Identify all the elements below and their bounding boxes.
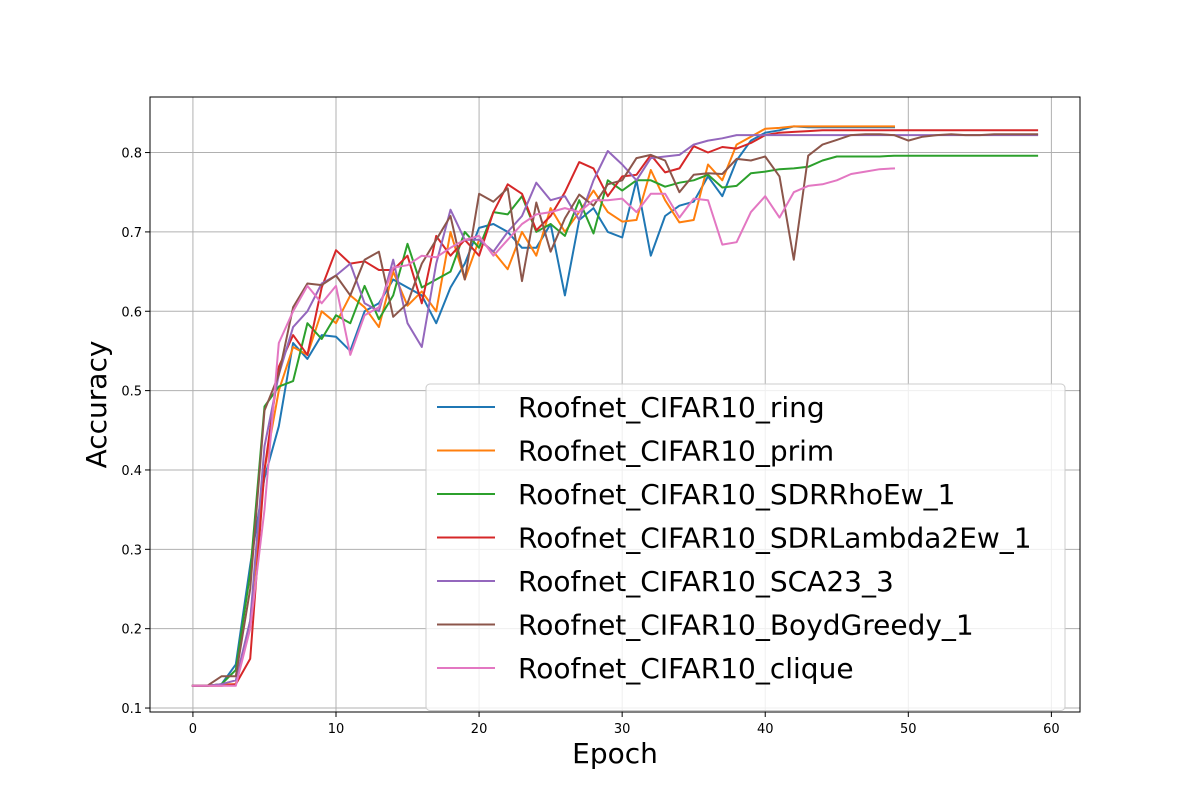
y-axis-label: Accuracy bbox=[80, 341, 113, 469]
y-tick-label: 0.1 bbox=[121, 702, 142, 717]
legend-box bbox=[425, 383, 1066, 711]
series-line-4 bbox=[191, 129, 1039, 687]
y-tick-label: 0.3 bbox=[121, 543, 142, 558]
series-line-7 bbox=[191, 167, 896, 687]
y-tick-label: 0.6 bbox=[121, 305, 142, 320]
x-axis-label: Epoch bbox=[572, 737, 658, 770]
series-line-1 bbox=[191, 125, 895, 687]
series-line-6 bbox=[191, 133, 1039, 687]
legend-entry-label: Roofnet_CIFAR10_ring bbox=[518, 391, 825, 424]
plot-frame bbox=[149, 96, 1081, 713]
x-tick-label: 10 bbox=[328, 722, 345, 737]
x-tick-label: 40 bbox=[757, 722, 774, 737]
legend-entry-label: Roofnet_CIFAR10_prim bbox=[518, 435, 834, 468]
legend-entry-label: Roofnet_CIFAR10_clique bbox=[518, 652, 854, 685]
x-tick-label: 30 bbox=[614, 722, 631, 737]
y-tick-label: 0.7 bbox=[121, 226, 142, 241]
y-tick-label: 0.4 bbox=[121, 464, 142, 479]
series-group bbox=[191, 125, 1039, 687]
x-tick-label: 60 bbox=[1043, 722, 1060, 737]
legend-entry-label: Roofnet_CIFAR10_BoydGreedy_1 bbox=[518, 609, 974, 642]
y-tick-label: 0.2 bbox=[121, 623, 142, 638]
legend-entry-label: Roofnet_CIFAR10_SDRRhoEw_1 bbox=[518, 478, 955, 511]
axis-ticks: 0 10 20 30 40 50 60 0.1 0.2 0.3 0.4 0.5 0.6 0.7 0.8 bbox=[121, 147, 1059, 737]
x-tick-label: 20 bbox=[471, 722, 488, 737]
legend-entry-label: Roofnet_CIFAR10_SDRLambda2Ew_1 bbox=[518, 522, 1032, 555]
x-tick-label: 0 bbox=[189, 722, 197, 737]
x-tick-label: 50 bbox=[900, 722, 917, 737]
legend-entry-label: Roofnet_CIFAR10_SCA23_3 bbox=[518, 565, 894, 598]
legend: Roofnet_CIFAR10_ring Roofnet_CIFAR10_prim… bbox=[425, 383, 1066, 711]
y-tick-label: 0.5 bbox=[121, 385, 142, 400]
y-tick-label: 0.8 bbox=[121, 147, 142, 162]
